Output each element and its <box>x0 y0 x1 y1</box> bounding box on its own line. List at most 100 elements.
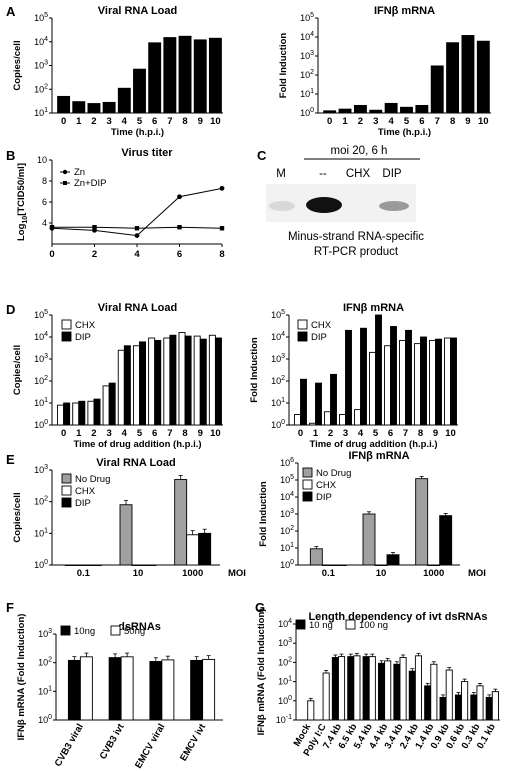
bar <box>439 696 447 721</box>
legend-label: CHX <box>316 480 337 491</box>
bar <box>354 409 361 426</box>
legend-label: 100 ng <box>359 620 388 631</box>
bar <box>163 37 177 114</box>
bar <box>79 656 93 721</box>
bar <box>450 337 457 426</box>
bar <box>347 656 355 721</box>
legend-swatch <box>60 625 71 636</box>
x-tick-label: 0 <box>327 116 332 127</box>
bar <box>384 102 398 114</box>
bar <box>339 414 346 426</box>
bar <box>399 657 407 721</box>
gel-caption-2: RT-PCR product <box>314 246 399 258</box>
x-tick-label: EMCV ivt <box>178 721 209 763</box>
bar <box>470 694 478 721</box>
y-tick-label: 8 <box>42 176 47 186</box>
bar <box>330 373 337 426</box>
gel-caption-1: Minus-strand RNA-specific <box>288 231 424 243</box>
y-axis-label: Copies/cell <box>12 40 23 90</box>
bar <box>57 404 65 426</box>
x-tick-label: 6 <box>419 116 424 127</box>
bar <box>485 696 493 721</box>
bar <box>384 660 392 721</box>
bar <box>414 343 421 426</box>
y-tick-label: 100 <box>278 695 292 706</box>
x-tick-label: 2 <box>358 116 363 127</box>
y-axis-label: IFNβ mRNA (Fold Induction) <box>256 609 267 736</box>
chart-title: Viral RNA Load <box>98 5 177 17</box>
y-tick-label: 102 <box>280 525 294 536</box>
bar <box>108 657 122 721</box>
x-tick-label: 10 <box>478 116 489 127</box>
x-tick-label: 7 <box>167 428 172 439</box>
chart-f: 100 101 102 103 dsRNAs IFNβ mRNA (Fold Induct… <box>16 614 223 770</box>
bar <box>117 349 125 426</box>
bar <box>93 398 101 426</box>
bar <box>174 479 188 566</box>
chart-title: Viral RNA Load <box>96 457 175 469</box>
bar <box>353 655 361 721</box>
chart-e-right: 100 101 102 103 104 105 106 IFNβ mRNA Fold Induc… <box>258 450 486 579</box>
bar <box>309 548 323 566</box>
y-tick-label: 102 <box>278 656 292 667</box>
gel-lane-mock: -- <box>319 168 327 180</box>
bar <box>476 685 484 721</box>
bar <box>309 422 316 426</box>
bar <box>400 106 413 114</box>
y-axis-label: Copies/cell <box>12 492 23 542</box>
gel-header: moi 20, 6 h <box>331 145 388 157</box>
legend-swatch <box>61 319 72 330</box>
x-tick-label: 1 <box>76 116 82 127</box>
x-tick-label: 6 <box>152 428 157 439</box>
bar <box>338 108 352 114</box>
bar <box>362 656 370 721</box>
y-tick-label: 102 <box>271 375 285 386</box>
y-tick-label: 101 <box>38 685 52 696</box>
bar <box>321 564 335 566</box>
x-tick-label: 0 <box>298 428 303 439</box>
bar <box>461 35 475 114</box>
x-tick-label: 9 <box>465 116 470 127</box>
x-tick-label: EMCV viral <box>133 722 167 770</box>
y-tick-label: 105 <box>34 12 48 23</box>
legend-label: 10 ng <box>309 620 333 631</box>
bar <box>427 564 441 566</box>
chart-title: IFNβ mRNA <box>348 450 409 462</box>
bar <box>78 400 86 426</box>
legend-swatch <box>61 473 72 484</box>
bar <box>430 65 444 114</box>
legend-marker <box>63 181 67 185</box>
y-axis-label: Fold Induction <box>258 481 269 547</box>
y-tick-label: 100 <box>280 559 294 570</box>
bar <box>199 338 207 426</box>
y-tick-label: 100 <box>34 559 48 570</box>
x-tick-label: CVB3 viral <box>53 722 86 769</box>
y-tick-label: 102 <box>34 496 48 507</box>
y-tick-label: 104 <box>300 31 314 42</box>
x-tick-label: 6 <box>388 428 393 439</box>
legend-label: DIP <box>316 492 332 503</box>
y-tick-label: 10-1 <box>276 714 292 725</box>
bar <box>461 681 469 721</box>
x-tick-label: 5 <box>137 116 143 127</box>
bar <box>208 37 222 114</box>
y-tick-label: 102 <box>34 375 48 386</box>
bar <box>161 659 175 721</box>
bar <box>120 656 134 721</box>
x-tick-label: 2 <box>328 428 333 439</box>
x-tick-label: 8 <box>182 116 187 127</box>
x-tick-label: 3 <box>343 428 348 439</box>
bar <box>405 329 412 426</box>
y-tick-label: 102 <box>300 69 314 80</box>
y-tick-label: 103 <box>38 628 52 639</box>
panel-letter-a: A <box>6 4 16 19</box>
legend-swatch <box>345 619 356 630</box>
x-tick-label: 1000 <box>423 568 444 579</box>
x-tick-label: 0 <box>49 249 54 260</box>
bar <box>133 68 146 114</box>
y-tick-label: 103 <box>280 508 294 519</box>
legend-label: Zn+DIP <box>74 178 106 189</box>
